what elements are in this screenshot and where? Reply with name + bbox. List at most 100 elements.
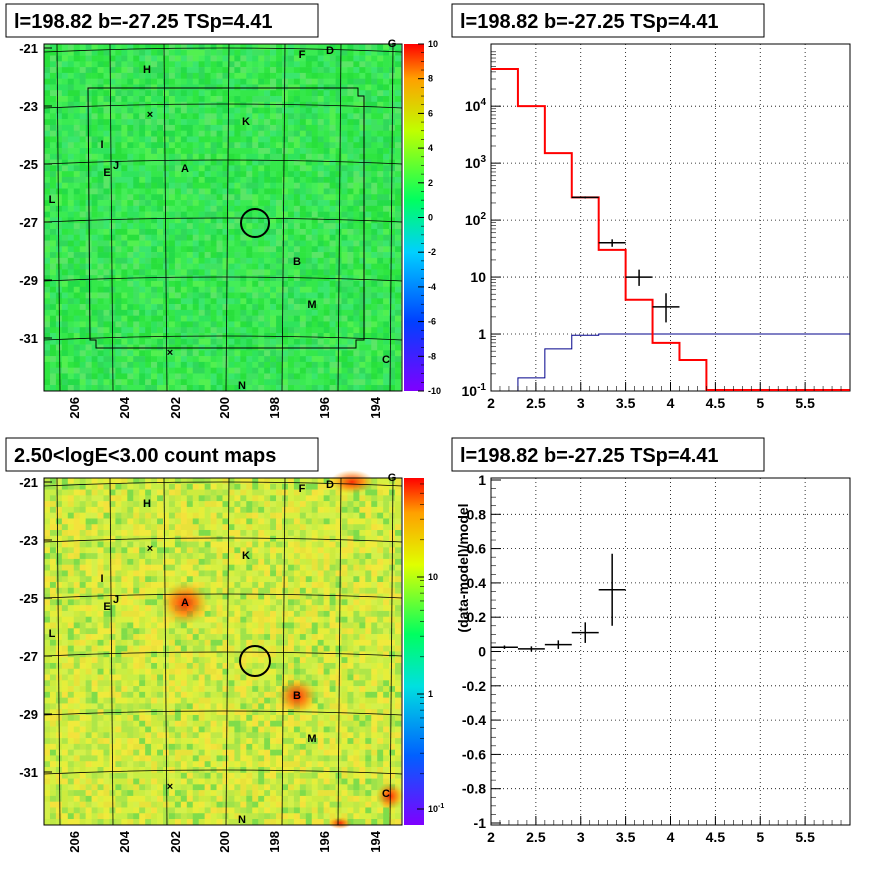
map-pixel [222, 367, 229, 374]
map-pixel [270, 361, 277, 368]
map-pixel [49, 61, 57, 68]
map-pixel [44, 535, 51, 542]
map-pixel [305, 182, 313, 189]
map-pixel [293, 489, 301, 496]
map-pixel [329, 292, 336, 299]
map-pixel [127, 309, 134, 316]
map-pixel [299, 119, 307, 126]
map-pixel [246, 298, 253, 305]
map-pixel [359, 570, 366, 577]
map-pixel [55, 367, 63, 374]
map-pixel [121, 107, 128, 114]
map-pixel [121, 44, 128, 51]
map-pixel [97, 582, 104, 589]
map-pixel [97, 333, 104, 340]
map-pixel [168, 269, 176, 276]
map-pixel [264, 205, 271, 212]
ts-ztick-label: 2 [428, 178, 433, 188]
map-pixel [139, 309, 146, 316]
map-pixel [79, 257, 86, 264]
map-pixel [61, 576, 69, 583]
map-pixel [133, 228, 140, 236]
map-pixel [139, 90, 146, 97]
map-pixel [287, 518, 295, 525]
map-pixel [103, 298, 110, 305]
map-pixel [246, 96, 253, 103]
map-pixel [287, 182, 295, 189]
map-pixel [323, 356, 330, 363]
map-pixel [287, 333, 295, 340]
map-pixel [359, 356, 366, 363]
map-pixel [139, 373, 146, 380]
map-pixel [359, 338, 366, 345]
map-pixel [276, 570, 283, 577]
map-pixel [103, 280, 110, 288]
map-pixel [353, 257, 360, 264]
map-pixel [73, 223, 80, 230]
map-pixel [180, 304, 188, 311]
map-pixel [157, 338, 164, 345]
map-pixel [133, 194, 140, 201]
map-pixel [49, 72, 57, 79]
map-pixel [246, 246, 253, 253]
map-pixel [228, 483, 235, 490]
map-pixel [180, 541, 188, 548]
map-pixel [347, 142, 354, 149]
map-pixel [198, 553, 205, 560]
map-pixel [276, 315, 283, 322]
source-label-b: B [293, 256, 301, 268]
map-pixel [270, 257, 277, 264]
ts-ztick-label: 4 [428, 143, 433, 153]
map-pixel [240, 223, 247, 230]
map-pixel [234, 530, 241, 537]
map-pixel [109, 495, 116, 502]
map-pixel [103, 148, 110, 155]
map-pixel [151, 570, 158, 577]
map-pixel [365, 361, 372, 368]
map-pixel [49, 338, 57, 345]
map-pixel [264, 217, 271, 224]
map-pixel [133, 246, 140, 253]
map-pixel [258, 385, 265, 392]
map-pixel [359, 107, 366, 114]
map-pixel [109, 55, 116, 62]
map-pixel [359, 153, 366, 160]
map-pixel [276, 257, 283, 264]
map-pixel [174, 124, 182, 131]
map-pixel [163, 200, 170, 207]
map-pixel [359, 182, 366, 189]
map-pixel [371, 142, 378, 149]
map-pixel [228, 298, 235, 305]
map-pixel [210, 234, 217, 241]
map-pixel [163, 379, 170, 386]
map-pixel [145, 257, 152, 264]
map-pixel [79, 136, 86, 143]
map-pixel [353, 182, 360, 189]
map-pixel [186, 44, 194, 51]
map-pixel [198, 379, 205, 386]
map-pixel [192, 252, 199, 259]
spectrum-ytick-label: 102 [465, 211, 487, 228]
map-pixel [61, 518, 69, 525]
map-pixel [127, 67, 134, 74]
map-pixel [49, 558, 57, 565]
map-pixel [359, 558, 366, 565]
map-pixel [246, 49, 253, 56]
map-pixel [383, 101, 390, 108]
map-pixel [305, 148, 313, 155]
map-pixel [55, 205, 63, 212]
map-pixel [246, 367, 253, 374]
map-pixel [139, 257, 146, 264]
map-pixel [168, 483, 176, 490]
map-pixel [151, 379, 158, 386]
map-pixel [335, 49, 342, 56]
map-pixel [151, 130, 158, 137]
map-pixel [157, 478, 164, 485]
map-pixel [55, 153, 63, 160]
map-pixel [198, 153, 205, 160]
map-pixel [377, 113, 384, 120]
map-pixel [287, 558, 295, 565]
map-pixel [240, 501, 247, 508]
map-pixel [85, 338, 92, 345]
map-pixel [246, 136, 253, 143]
